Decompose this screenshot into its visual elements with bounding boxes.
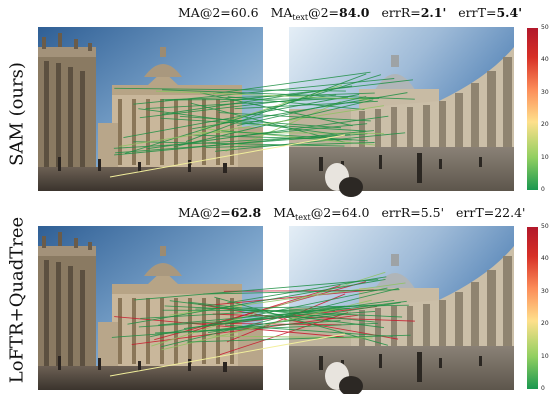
match-line xyxy=(111,320,341,338)
ma-text-sub: text xyxy=(295,213,311,222)
metrics-row-1: MA@2=60.6 MAtext@2=84.0 errR=2.1' errT=5… xyxy=(178,5,523,22)
match-line xyxy=(215,132,406,152)
ma2-prefix: MA@2= xyxy=(178,205,231,220)
colorbar-tick: 10 xyxy=(541,153,549,161)
match-line xyxy=(203,289,400,295)
match-line xyxy=(160,287,399,348)
colorbar-row2 xyxy=(527,227,538,389)
errr-prefix: errR= xyxy=(381,205,421,220)
matches-row1 xyxy=(109,71,415,178)
errr-value: 5.5' xyxy=(420,205,445,220)
match-line xyxy=(221,130,368,142)
errt-prefix: errT= xyxy=(458,5,497,20)
ma-text-rest: @2= xyxy=(310,205,342,220)
colorbar-row1 xyxy=(527,28,538,190)
match-line xyxy=(199,92,353,127)
colorbar-tick: 20 xyxy=(541,121,549,129)
colorbar-tick: 0 xyxy=(541,186,545,193)
matches-row2 xyxy=(109,271,415,377)
match-line xyxy=(114,130,375,156)
ma2-prefix: MA@2= xyxy=(178,5,231,20)
match-line xyxy=(214,296,389,346)
match-line xyxy=(134,279,379,301)
colorbar-tick: 40 xyxy=(541,56,549,64)
ma-text-main: MA xyxy=(270,5,293,20)
errt-prefix: errT= xyxy=(456,205,495,220)
colorbar-tick: 30 xyxy=(541,287,549,295)
errr-prefix: errR= xyxy=(381,5,421,20)
colorbar-tick: 0 xyxy=(541,385,545,392)
match-line xyxy=(109,134,346,178)
errr-value: 2.1' xyxy=(420,5,447,20)
match-line xyxy=(145,97,349,109)
match-line xyxy=(234,100,378,110)
match-line xyxy=(169,300,385,329)
match-line xyxy=(119,105,385,147)
ma2-value: 62.8 xyxy=(230,205,262,220)
match-line xyxy=(114,87,346,92)
match-line xyxy=(218,112,371,122)
match-line xyxy=(237,96,367,126)
match-line xyxy=(183,300,395,329)
match-line xyxy=(173,99,374,148)
match-line xyxy=(155,90,370,100)
metrics-row-2: MA@2=62.8 MAtext@2=64.0 errR=5.5' errT=2… xyxy=(178,205,526,222)
colorbar-tick: 20 xyxy=(541,320,549,328)
match-line xyxy=(208,335,373,339)
match-line xyxy=(123,94,360,139)
colorbar-tick: 30 xyxy=(541,88,549,96)
ma-text-value: 64.0 xyxy=(341,205,370,220)
errt-value: 22.4' xyxy=(494,205,526,220)
match-line xyxy=(133,78,395,105)
ma2-value: 60.6 xyxy=(230,5,259,20)
match-line xyxy=(127,278,386,325)
match-line xyxy=(151,271,386,347)
ma-text-main: MA xyxy=(273,205,296,220)
colorbar-tick: 10 xyxy=(541,352,549,360)
match-line xyxy=(138,108,338,135)
match-line xyxy=(133,141,345,147)
match-line xyxy=(226,293,346,343)
errt-value: 5.4' xyxy=(496,5,523,20)
colorbar-tick: 40 xyxy=(541,255,549,263)
match-line xyxy=(186,334,411,343)
match-line xyxy=(188,301,376,323)
image-left-row1 xyxy=(38,27,263,191)
ma-text-sub: text xyxy=(292,13,309,22)
match-line xyxy=(164,305,403,318)
ma-text-rest: @2= xyxy=(308,5,340,20)
match-line xyxy=(185,73,367,142)
colorbar-tick: 50 xyxy=(541,24,549,31)
colorbar-tick: 50 xyxy=(541,223,549,230)
match-line xyxy=(109,333,346,377)
match-line xyxy=(195,131,384,134)
match-line xyxy=(198,303,399,340)
ma-text-value: 84.0 xyxy=(339,5,370,20)
